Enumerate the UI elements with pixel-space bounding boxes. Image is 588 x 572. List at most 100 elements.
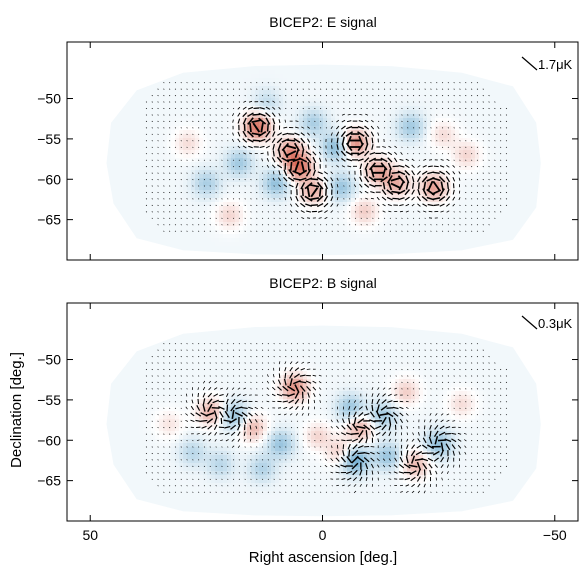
polarization-stick (163, 381, 165, 383)
polarization-stick (412, 362, 415, 364)
polarization-stick (209, 191, 211, 194)
polarization-stick (198, 120, 200, 122)
polarization-stick (494, 478, 496, 480)
polarization-stick (383, 485, 386, 487)
polarization-stick (500, 159, 502, 161)
polarization-stick (360, 362, 362, 364)
polarization-stick (453, 368, 455, 371)
polarization-stick (451, 444, 456, 450)
polarization-stick (330, 439, 334, 442)
polarization-stick (382, 387, 386, 390)
polarization-stick (446, 419, 450, 422)
polarization-stick (343, 230, 345, 232)
polarization-stick (351, 432, 359, 435)
polarization-stick (180, 88, 182, 90)
polarization-stick (364, 119, 369, 123)
polarization-stick (313, 138, 316, 143)
polarization-stick (323, 195, 329, 202)
polarization-stick (186, 179, 188, 181)
polarization-stick (381, 152, 387, 155)
polarization-stick (281, 157, 290, 163)
polarization-stick (186, 388, 188, 390)
polarization-stick (277, 132, 282, 136)
polarization-stick (285, 150, 297, 157)
polarization-stick (388, 168, 392, 177)
polarization-stick (459, 204, 461, 206)
polarization-stick (488, 211, 490, 213)
polarization-stick (459, 88, 461, 90)
polarization-stick (279, 217, 281, 219)
polarization-stick (436, 230, 438, 232)
polarization-stick (476, 452, 479, 455)
polarization-stick (354, 349, 357, 351)
polarization-stick (198, 153, 200, 155)
polarization-stick (192, 172, 194, 174)
polarization-stick (359, 183, 363, 188)
polarization-stick (285, 82, 287, 84)
polarization-stick (393, 157, 398, 163)
polarization-stick (302, 88, 304, 90)
polarization-stick (198, 146, 200, 148)
polarization-stick (347, 165, 352, 168)
polarization-stick (157, 414, 159, 416)
polarization-stick (237, 106, 241, 110)
polarization-stick (278, 113, 281, 117)
polarization-stick (465, 362, 467, 364)
e-signal-map (106, 64, 541, 256)
polarization-stick (198, 485, 200, 487)
polarization-stick (505, 407, 508, 409)
polarization-stick (169, 420, 171, 422)
polarization-stick (203, 146, 206, 148)
polarization-stick (186, 204, 188, 206)
polarization-stick (151, 133, 153, 135)
polarization-stick (151, 433, 153, 435)
polarization-stick (476, 230, 479, 232)
polarization-stick (302, 343, 304, 345)
polarization-stick (346, 120, 352, 123)
polarization-stick (430, 95, 432, 97)
polarization-stick (213, 387, 218, 390)
polarization-stick (157, 179, 159, 181)
polarization-stick (151, 166, 153, 168)
polarization-stick (186, 224, 188, 226)
polarization-stick (383, 101, 386, 103)
polarization-stick (471, 146, 473, 148)
polarization-stick (359, 176, 363, 182)
polarization-stick (279, 101, 281, 103)
polarization-stick (383, 107, 386, 110)
polarization-stick (465, 230, 467, 232)
polarization-stick (360, 101, 362, 103)
polarization-stick (395, 217, 397, 219)
polarization-stick (308, 485, 310, 487)
polarization-stick (169, 465, 171, 467)
polarization-stick (232, 381, 235, 383)
polarization-stick (180, 153, 182, 155)
polarization-stick (198, 198, 200, 200)
polarization-stick (412, 356, 415, 358)
polarization-stick (256, 478, 258, 480)
polarization-stick (232, 88, 235, 90)
polarization-stick (261, 356, 264, 358)
polarization-stick (169, 491, 171, 493)
polarization-stick (412, 101, 415, 103)
polarization-stick (360, 211, 362, 213)
polarization-stick (277, 149, 282, 158)
polarization-stick (250, 159, 252, 161)
polarization-stick (494, 127, 496, 129)
polarization-stick (186, 133, 188, 135)
polarization-stick (230, 398, 236, 405)
polarization-stick (250, 172, 252, 174)
polarization-stick (365, 197, 369, 200)
polarization-stick (371, 137, 374, 144)
polarization-stick (476, 211, 479, 213)
polarization-stick (432, 180, 441, 191)
polarization-stick (209, 127, 211, 129)
polarization-stick (354, 343, 357, 345)
polarization-stick (453, 114, 455, 116)
polarization-stick (174, 362, 177, 364)
polarization-stick (174, 146, 177, 148)
polarization-stick (203, 459, 206, 461)
polarization-stick (399, 456, 404, 463)
polarization-stick (423, 210, 427, 213)
polarization-stick (213, 424, 218, 430)
